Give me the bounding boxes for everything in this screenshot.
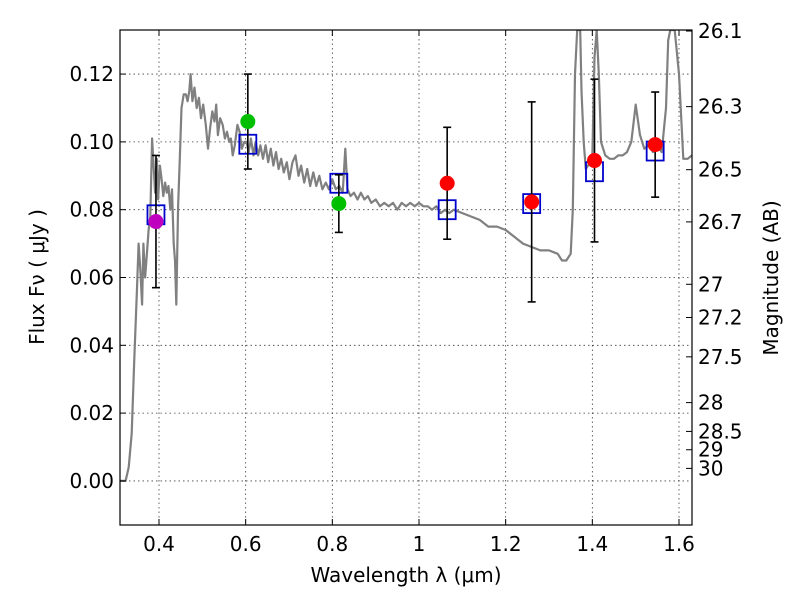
- mag-tick-label: 27.2: [698, 306, 743, 330]
- y-tick-label: 0.10: [69, 130, 114, 154]
- x-tick-label: 0.6: [230, 532, 262, 556]
- x-tick-label: 1: [413, 532, 426, 556]
- observed-point: [647, 137, 663, 153]
- y-tick-label: 0.12: [69, 62, 114, 86]
- y-axis-label: Flux Fν ( μJy ): [25, 209, 49, 345]
- mag-tick-label: 26.1: [698, 19, 743, 43]
- y-tick-label: 0.02: [69, 401, 114, 425]
- observed-point: [331, 196, 347, 212]
- mag-tick-label: 26.3: [698, 95, 743, 119]
- observed-point: [439, 175, 455, 191]
- x-tick-label: 1.2: [490, 532, 522, 556]
- x-tick-label: 1.6: [663, 532, 695, 556]
- observed-point: [587, 153, 602, 169]
- axes: 0.4 0.6 0.8 1 1.2 1.4 1.6 0.00 0.02 0.04 0.06 0.08 0…: [69, 19, 742, 556]
- mag-tick-label: 27: [698, 272, 723, 296]
- x-tick-label: 1.4: [576, 532, 608, 556]
- y-tick-label: 0.04: [69, 333, 114, 357]
- observed-point: [524, 194, 540, 210]
- mag-tick-label: 28.5: [698, 419, 743, 443]
- grid-layer: [120, 30, 692, 525]
- plot-area: [120, 30, 692, 482]
- mag-tick-label: 29: [698, 438, 723, 462]
- y-tick-label: 0.08: [69, 198, 114, 222]
- x-tick-label: 0.4: [143, 532, 175, 556]
- mag-tick-label: 26.5: [698, 158, 743, 182]
- mag-tick-label: 30: [698, 456, 723, 480]
- observed-point: [148, 214, 164, 230]
- sed-model-line: [120, 30, 692, 482]
- mag-tick-label: 27.5: [698, 345, 743, 369]
- x-tick-label: 0.8: [316, 532, 348, 556]
- y-tick-label: 0.06: [69, 266, 114, 290]
- x-axis-label: Wavelength λ (μm): [310, 563, 501, 587]
- mag-tick-label: 26.7: [698, 210, 743, 234]
- y-tick-label: 0.00: [69, 469, 114, 493]
- observed-point: [240, 114, 256, 130]
- mag-tick-label: 28: [698, 391, 723, 415]
- secondary-y-axis-label: Magnitude (AB): [759, 200, 783, 355]
